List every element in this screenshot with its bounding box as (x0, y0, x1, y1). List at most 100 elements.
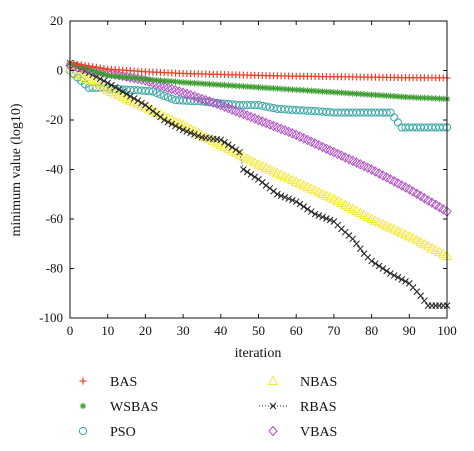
legend-label: PSO (110, 425, 136, 440)
y-tick-label: 0 (57, 63, 64, 78)
data-point (134, 97, 142, 105)
data-point (306, 136, 316, 148)
legend-item-rbas: RBAS (259, 400, 337, 415)
data-point (108, 81, 115, 89)
data-point (295, 131, 305, 142)
data-point (368, 257, 375, 265)
data-point (236, 148, 244, 156)
data-point (319, 213, 326, 221)
series-wsbas (66, 59, 451, 103)
data-point (321, 143, 332, 154)
data-point (356, 245, 364, 253)
data-point (228, 143, 236, 151)
data-point (156, 90, 165, 99)
legend-item-wsbas: WSBAS (79, 400, 158, 415)
data-point (283, 126, 294, 138)
x-tick-label: 60 (290, 323, 303, 338)
data-point (353, 240, 360, 248)
data-point (277, 192, 285, 200)
data-point (326, 216, 334, 224)
data-point (366, 164, 377, 175)
y-axis-title: minimum value (log10) (9, 103, 24, 236)
data-point (336, 150, 347, 161)
data-point (170, 85, 181, 96)
data-point (325, 145, 335, 156)
data-point (389, 176, 399, 187)
data-point (221, 138, 228, 146)
data-point (100, 77, 108, 85)
data-point (375, 262, 383, 270)
data-point (323, 215, 330, 222)
legend-label: WSBAS (110, 400, 158, 415)
data-point (258, 101, 267, 110)
data-point (276, 123, 286, 135)
legend-label: RBAS (300, 400, 337, 415)
data-point (138, 99, 145, 107)
data-point (333, 148, 343, 160)
data-point (255, 176, 262, 183)
legend-marker (79, 402, 87, 410)
data-point (194, 132, 202, 140)
data-point (167, 94, 176, 103)
data-point (307, 208, 315, 215)
legend: BAS WSBAS PSO NBAS RBAS VBAS (78, 375, 337, 440)
data-point (315, 212, 323, 219)
series-pso (65, 66, 452, 132)
data-point (382, 108, 391, 117)
data-point (296, 200, 304, 208)
data-point (164, 118, 172, 126)
data-point (261, 117, 271, 129)
data-point (394, 93, 402, 100)
data-point (314, 139, 324, 151)
data-point (247, 171, 255, 178)
data-point (374, 168, 384, 179)
legend-item-pso: PSO (78, 425, 136, 440)
data-point (304, 205, 311, 213)
data-point (253, 114, 264, 126)
data-point (398, 276, 406, 283)
data-point (329, 146, 339, 158)
legend-item-bas: BAS (79, 375, 137, 390)
data-point (417, 292, 424, 300)
data-point (291, 129, 301, 141)
y-tick-label: 20 (50, 13, 63, 28)
data-point (421, 297, 428, 305)
data-point (96, 75, 104, 83)
x-tick-label: 30 (177, 323, 190, 338)
data-point (104, 79, 112, 87)
data-point (390, 113, 399, 122)
x-tick-label: 100 (437, 323, 457, 338)
data-point (310, 138, 320, 149)
data-point (224, 141, 232, 149)
data-point (387, 270, 394, 277)
data-point (191, 131, 198, 138)
data-point (340, 152, 350, 163)
data-point (130, 95, 138, 102)
plot-area (64, 59, 453, 309)
data-point (299, 133, 309, 144)
data-point (174, 86, 184, 97)
data-point (344, 153, 354, 165)
y-tick-label: -60 (46, 211, 63, 226)
legend-label: BAS (110, 375, 137, 390)
data-point (304, 87, 311, 94)
data-point (111, 83, 119, 91)
data-point (266, 184, 274, 192)
data-point (163, 93, 173, 102)
data-point (292, 198, 300, 206)
data-point (145, 76, 153, 83)
data-point (402, 278, 409, 285)
data-point (390, 272, 398, 279)
y-tick-label: -100 (39, 310, 63, 325)
data-point (160, 91, 169, 100)
data-point (348, 155, 358, 167)
x-tick-label: 10 (101, 323, 114, 338)
y-tick-label: -20 (46, 112, 63, 127)
data-point (273, 190, 281, 198)
legend-marker (79, 377, 87, 385)
data-point (153, 110, 161, 118)
data-point (232, 146, 240, 154)
data-point (246, 111, 256, 123)
data-point (355, 159, 365, 170)
